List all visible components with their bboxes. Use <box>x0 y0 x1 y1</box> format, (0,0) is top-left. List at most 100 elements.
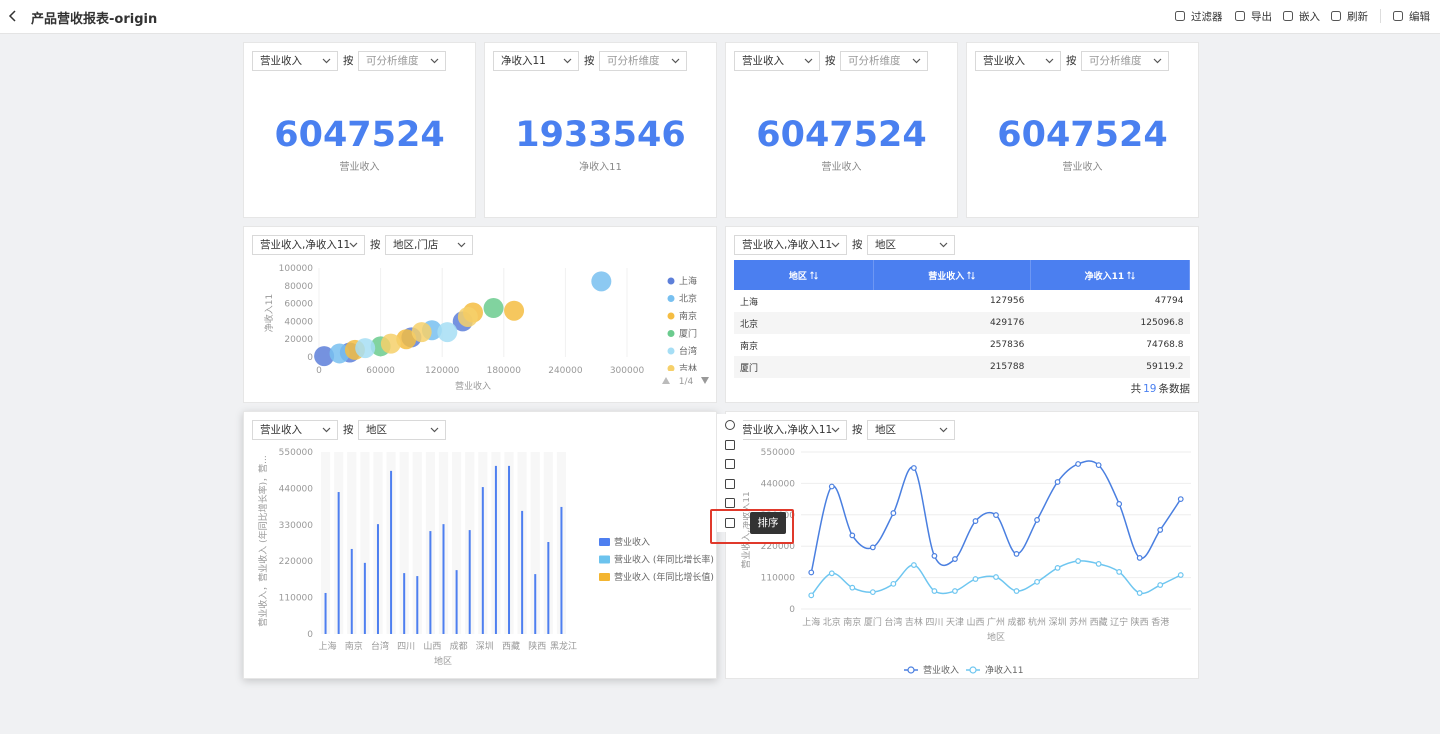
back-icon[interactable] <box>8 10 18 22</box>
bar <box>363 562 366 634</box>
dimension-select[interactable]: 可分析维度 <box>599 51 687 71</box>
page-title: 产品营收报表-origin <box>31 12 158 27</box>
bubble <box>437 322 458 343</box>
point <box>952 588 958 594</box>
action-icon <box>1393 11 1403 21</box>
band-bg <box>530 452 540 634</box>
legend-swatch <box>599 573 610 581</box>
column-header[interactable]: 净收入11 <box>1030 260 1191 290</box>
chevron <box>430 427 439 433</box>
metric-select[interactable]: 营业收入 <box>975 51 1061 71</box>
metric-select[interactable]: 营业收入 <box>252 51 338 71</box>
column-header[interactable]: 地区 <box>734 260 874 290</box>
y-tick-label: 220000 <box>279 557 314 567</box>
x-tick-label: 杭州 <box>1028 616 1046 628</box>
header-action[interactable]: 编辑 <box>1392 9 1430 24</box>
dimension-text: 地区 <box>366 424 387 436</box>
point <box>993 512 999 518</box>
tool-icon[interactable] <box>724 517 736 529</box>
line <box>810 460 1182 573</box>
x-tick-label: 深圳 <box>1049 617 1067 628</box>
metric-select[interactable]: 营业收入 <box>252 420 338 440</box>
tool-icon[interactable] <box>724 419 736 431</box>
point <box>849 584 856 591</box>
footer-suffix: 条数据 <box>1158 383 1191 395</box>
dimension-select[interactable]: 可分析维度 <box>1081 51 1169 71</box>
table-cell: 215788 <box>989 362 1025 372</box>
pager-up[interactable] <box>662 377 670 384</box>
chevron-icon <box>1045 58 1054 64</box>
metric-text: 营业收入 <box>983 55 1025 67</box>
band-bg <box>438 452 449 634</box>
table-cell: 74768.8 <box>1146 340 1184 350</box>
bubble <box>314 346 335 367</box>
dimension-text: 可分析维度 <box>1089 55 1142 67</box>
legend-swatch <box>667 295 675 302</box>
chevron <box>457 242 466 248</box>
legend-label: 厦门 <box>679 328 697 340</box>
point <box>1013 551 1020 557</box>
metric-select[interactable]: 营业收入 <box>734 51 820 71</box>
band-bg <box>504 452 514 634</box>
kpi-value: 6047524 <box>756 115 927 155</box>
x-axis-label: 地区 <box>987 631 1005 643</box>
y-axis-label: 营业收入，营业收入 (年同比增长率)，营... <box>257 455 269 626</box>
dimension-select[interactable]: 地区 <box>358 420 446 440</box>
metric-select[interactable]: 营业收入,净收入11 <box>734 235 847 255</box>
header-action[interactable]: 过滤器 <box>1174 9 1223 24</box>
point <box>1136 590 1143 596</box>
band-bg <box>425 452 435 634</box>
table-cell: 47794 <box>1154 296 1184 306</box>
band-bg <box>556 452 567 634</box>
tool-icon[interactable] <box>724 439 736 451</box>
band-bg <box>373 452 383 634</box>
by-label: 按 <box>852 239 863 251</box>
tool-icon[interactable] <box>724 478 736 490</box>
chart: 0110000220000330000440000550000上海北京南京厦门台… <box>740 448 1191 676</box>
dimension-select[interactable]: 地区 <box>867 420 955 440</box>
pager-down[interactable] <box>701 377 709 384</box>
metric-select[interactable]: 营业收入,净收入11 <box>734 420 847 440</box>
kpi-label: 净收入11 <box>579 162 622 173</box>
header-action[interactable]: 刷新 <box>1330 9 1368 24</box>
chevron <box>939 427 948 433</box>
table-cell: 厦门 <box>740 363 759 374</box>
point <box>1054 564 1061 571</box>
dimension-select[interactable]: 地区 <box>867 235 955 255</box>
chevron-icon <box>322 427 331 433</box>
sort-icon <box>1127 270 1135 280</box>
by-label: 按 <box>852 424 863 436</box>
point <box>972 518 979 524</box>
y-tick-label: 550000 <box>761 448 796 458</box>
metric-select[interactable]: 净收入11 <box>493 51 579 71</box>
x-tick-label: 240000 <box>548 366 583 376</box>
tool-icon[interactable] <box>724 497 736 509</box>
metric-select[interactable]: 营业收入,净收入11 <box>252 235 365 255</box>
icon-shape <box>725 517 735 528</box>
dimension-select[interactable]: 可分析维度 <box>840 51 928 71</box>
y-tick-label: 440000 <box>761 479 796 489</box>
sort-arrows <box>967 270 976 280</box>
dimension-select[interactable]: 可分析维度 <box>358 51 446 71</box>
tool-icon[interactable] <box>724 458 736 470</box>
header-action[interactable]: 嵌入 <box>1282 9 1320 24</box>
kpi-card: 净收入11 按可分析维度 1933546 净收入11 <box>484 42 717 218</box>
kpi-value: 6047524 <box>997 115 1168 155</box>
point <box>808 592 815 599</box>
table-row: 北京 429176 125096.8 <box>734 312 1190 334</box>
kpi-card: 营业收入 按可分析维度 6047524 营业收入 <box>725 42 958 218</box>
bar <box>324 592 327 634</box>
x-axis-label: 地区 <box>434 655 452 667</box>
legend-label: 营业收入 <box>614 536 650 548</box>
chevron-icon <box>563 58 572 64</box>
action-icon <box>1175 11 1185 21</box>
y-tick-label: 110000 <box>279 594 314 604</box>
dimension-select[interactable]: 地区,门店 <box>385 235 473 255</box>
band-bg <box>517 452 527 634</box>
bar <box>521 510 524 634</box>
y-tick-label: 440000 <box>279 484 314 494</box>
legend-pager: 1/4 <box>679 377 694 387</box>
header-action[interactable]: 导出 <box>1234 9 1272 24</box>
column-header[interactable]: 营业收入 <box>873 260 1031 290</box>
